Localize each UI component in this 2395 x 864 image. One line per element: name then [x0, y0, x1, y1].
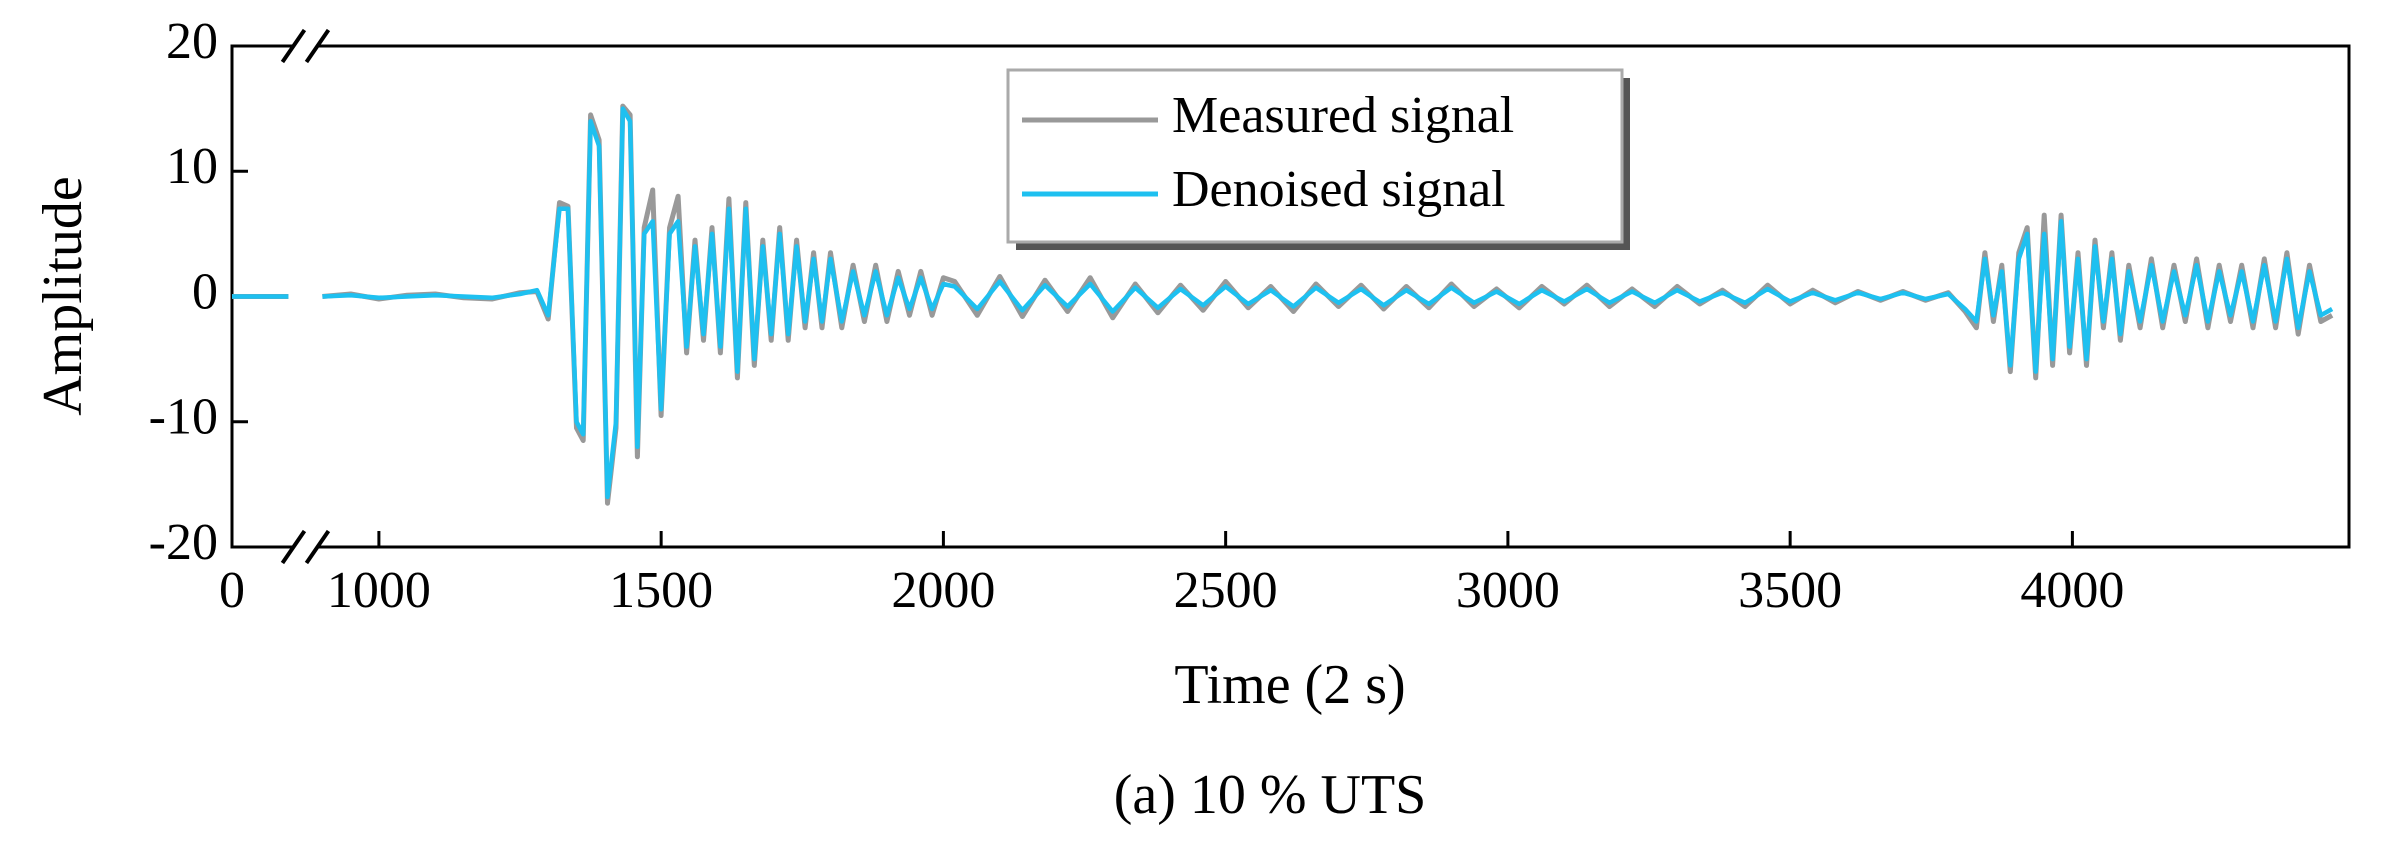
- y-tick-label: 0: [192, 263, 218, 320]
- axis-break-gap: [292, 40, 319, 52]
- x-tick-label: 0: [219, 562, 245, 619]
- x-tick-label: 3000: [1456, 562, 1560, 619]
- legend-text: Denoised signal: [1172, 161, 1506, 218]
- y-tick-label: -20: [149, 514, 218, 571]
- legend-box: [1006, 68, 1624, 244]
- x-tick-label: 1000: [327, 562, 431, 619]
- x-tick-label: 4000: [2020, 562, 2124, 619]
- axis-break-mark: [304, 529, 331, 565]
- x-tick-label: 2000: [891, 562, 995, 619]
- y-tick-label: 20: [166, 13, 218, 70]
- axis-break-mark: [280, 28, 307, 64]
- caption: (a) 10 % UTS: [1114, 764, 1427, 826]
- y-tick-label: -10: [149, 389, 218, 446]
- x-tick-label: 1500: [609, 562, 713, 619]
- x-tick-label: 3500: [1738, 562, 1842, 619]
- axis-break-gap: [292, 541, 319, 553]
- plot-area: [230, 28, 2351, 565]
- y-tick-label: 10: [166, 138, 218, 195]
- legend-text: Measured signal: [1172, 87, 1514, 144]
- x-axis-label: Time (2 s): [1174, 654, 1405, 716]
- x-tick-label: 2500: [1174, 562, 1278, 619]
- y-axis-label: Amplitude: [32, 176, 94, 416]
- axis-break-mark: [304, 28, 331, 64]
- axis-break-mark: [280, 529, 307, 565]
- series-line: [232, 106, 2334, 500]
